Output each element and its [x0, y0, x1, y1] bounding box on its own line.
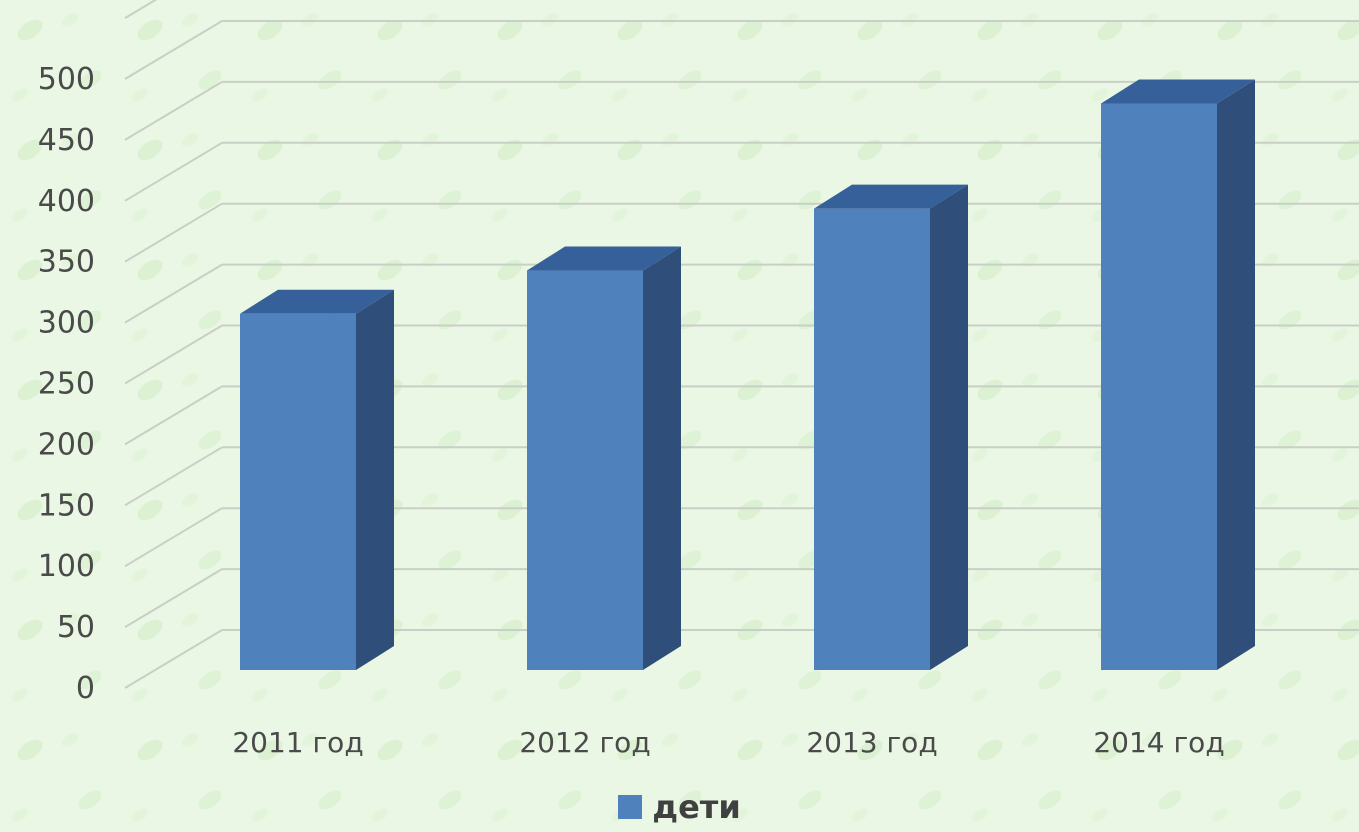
- bar: [527, 246, 681, 670]
- gridline-diagonal: [124, 446, 223, 507]
- gridline-diagonal: [124, 629, 223, 689]
- legend: дети: [0, 788, 1359, 826]
- x-category-label: 2012 год: [519, 726, 650, 759]
- legend-label: дети: [652, 788, 741, 826]
- y-axis-ticks: 0 50 100 150 200 250 300 350 400 450 500: [38, 62, 95, 706]
- gridline-diagonal: [124, 507, 223, 568]
- bar: [240, 289, 394, 670]
- gridline-diagonal: [124, 202, 223, 263]
- y-tick-label: 500: [38, 62, 95, 97]
- bar-front-face: [527, 270, 643, 670]
- bar-side-face: [356, 289, 394, 670]
- bar-side-face: [1217, 79, 1255, 670]
- bar-front-face: [240, 313, 356, 670]
- gridline-diagonal: [124, 81, 223, 141]
- gridline-diagonal: [124, 324, 223, 385]
- bar-side-face: [643, 246, 681, 670]
- y-tick-label: 250: [38, 367, 95, 402]
- gridline-diagonal: [124, 0, 158, 19]
- gridline-diagonal: [124, 263, 223, 324]
- y-tick-label: 450: [38, 123, 95, 158]
- bar: [814, 184, 968, 670]
- y-tick-label: 350: [38, 245, 95, 280]
- x-category-label: 2014 год: [1093, 726, 1224, 759]
- gridline-diagonal: [124, 20, 223, 80]
- gridline-diagonal: [124, 568, 223, 628]
- y-tick-label: 100: [38, 549, 95, 584]
- y-tick-label: 200: [38, 427, 95, 462]
- x-category-label: 2013 год: [806, 726, 937, 759]
- bar-side-face: [930, 184, 968, 670]
- y-tick-label: 0: [76, 671, 95, 706]
- x-category-label: 2011 год: [232, 726, 363, 759]
- y-tick-label: 300: [38, 306, 95, 341]
- x-axis-labels: 2011 год 2012 год 2013 год 2014 год: [232, 726, 1224, 759]
- gridline-diagonal: [124, 385, 223, 446]
- legend-swatch: [618, 795, 643, 819]
- bar-top-face: [240, 289, 394, 314]
- y-tick-label: 400: [38, 184, 95, 219]
- bars: [240, 79, 1255, 670]
- bar-front-face: [814, 208, 930, 670]
- bar-top-face: [814, 184, 968, 209]
- y-tick-label: 150: [38, 488, 95, 523]
- bar-top-face: [527, 246, 681, 271]
- gridline-diagonal: [124, 141, 223, 202]
- y-tick-label: 50: [57, 610, 95, 645]
- bar: [1101, 79, 1255, 670]
- bar-top-face: [1101, 79, 1255, 104]
- bar-front-face: [1101, 103, 1217, 670]
